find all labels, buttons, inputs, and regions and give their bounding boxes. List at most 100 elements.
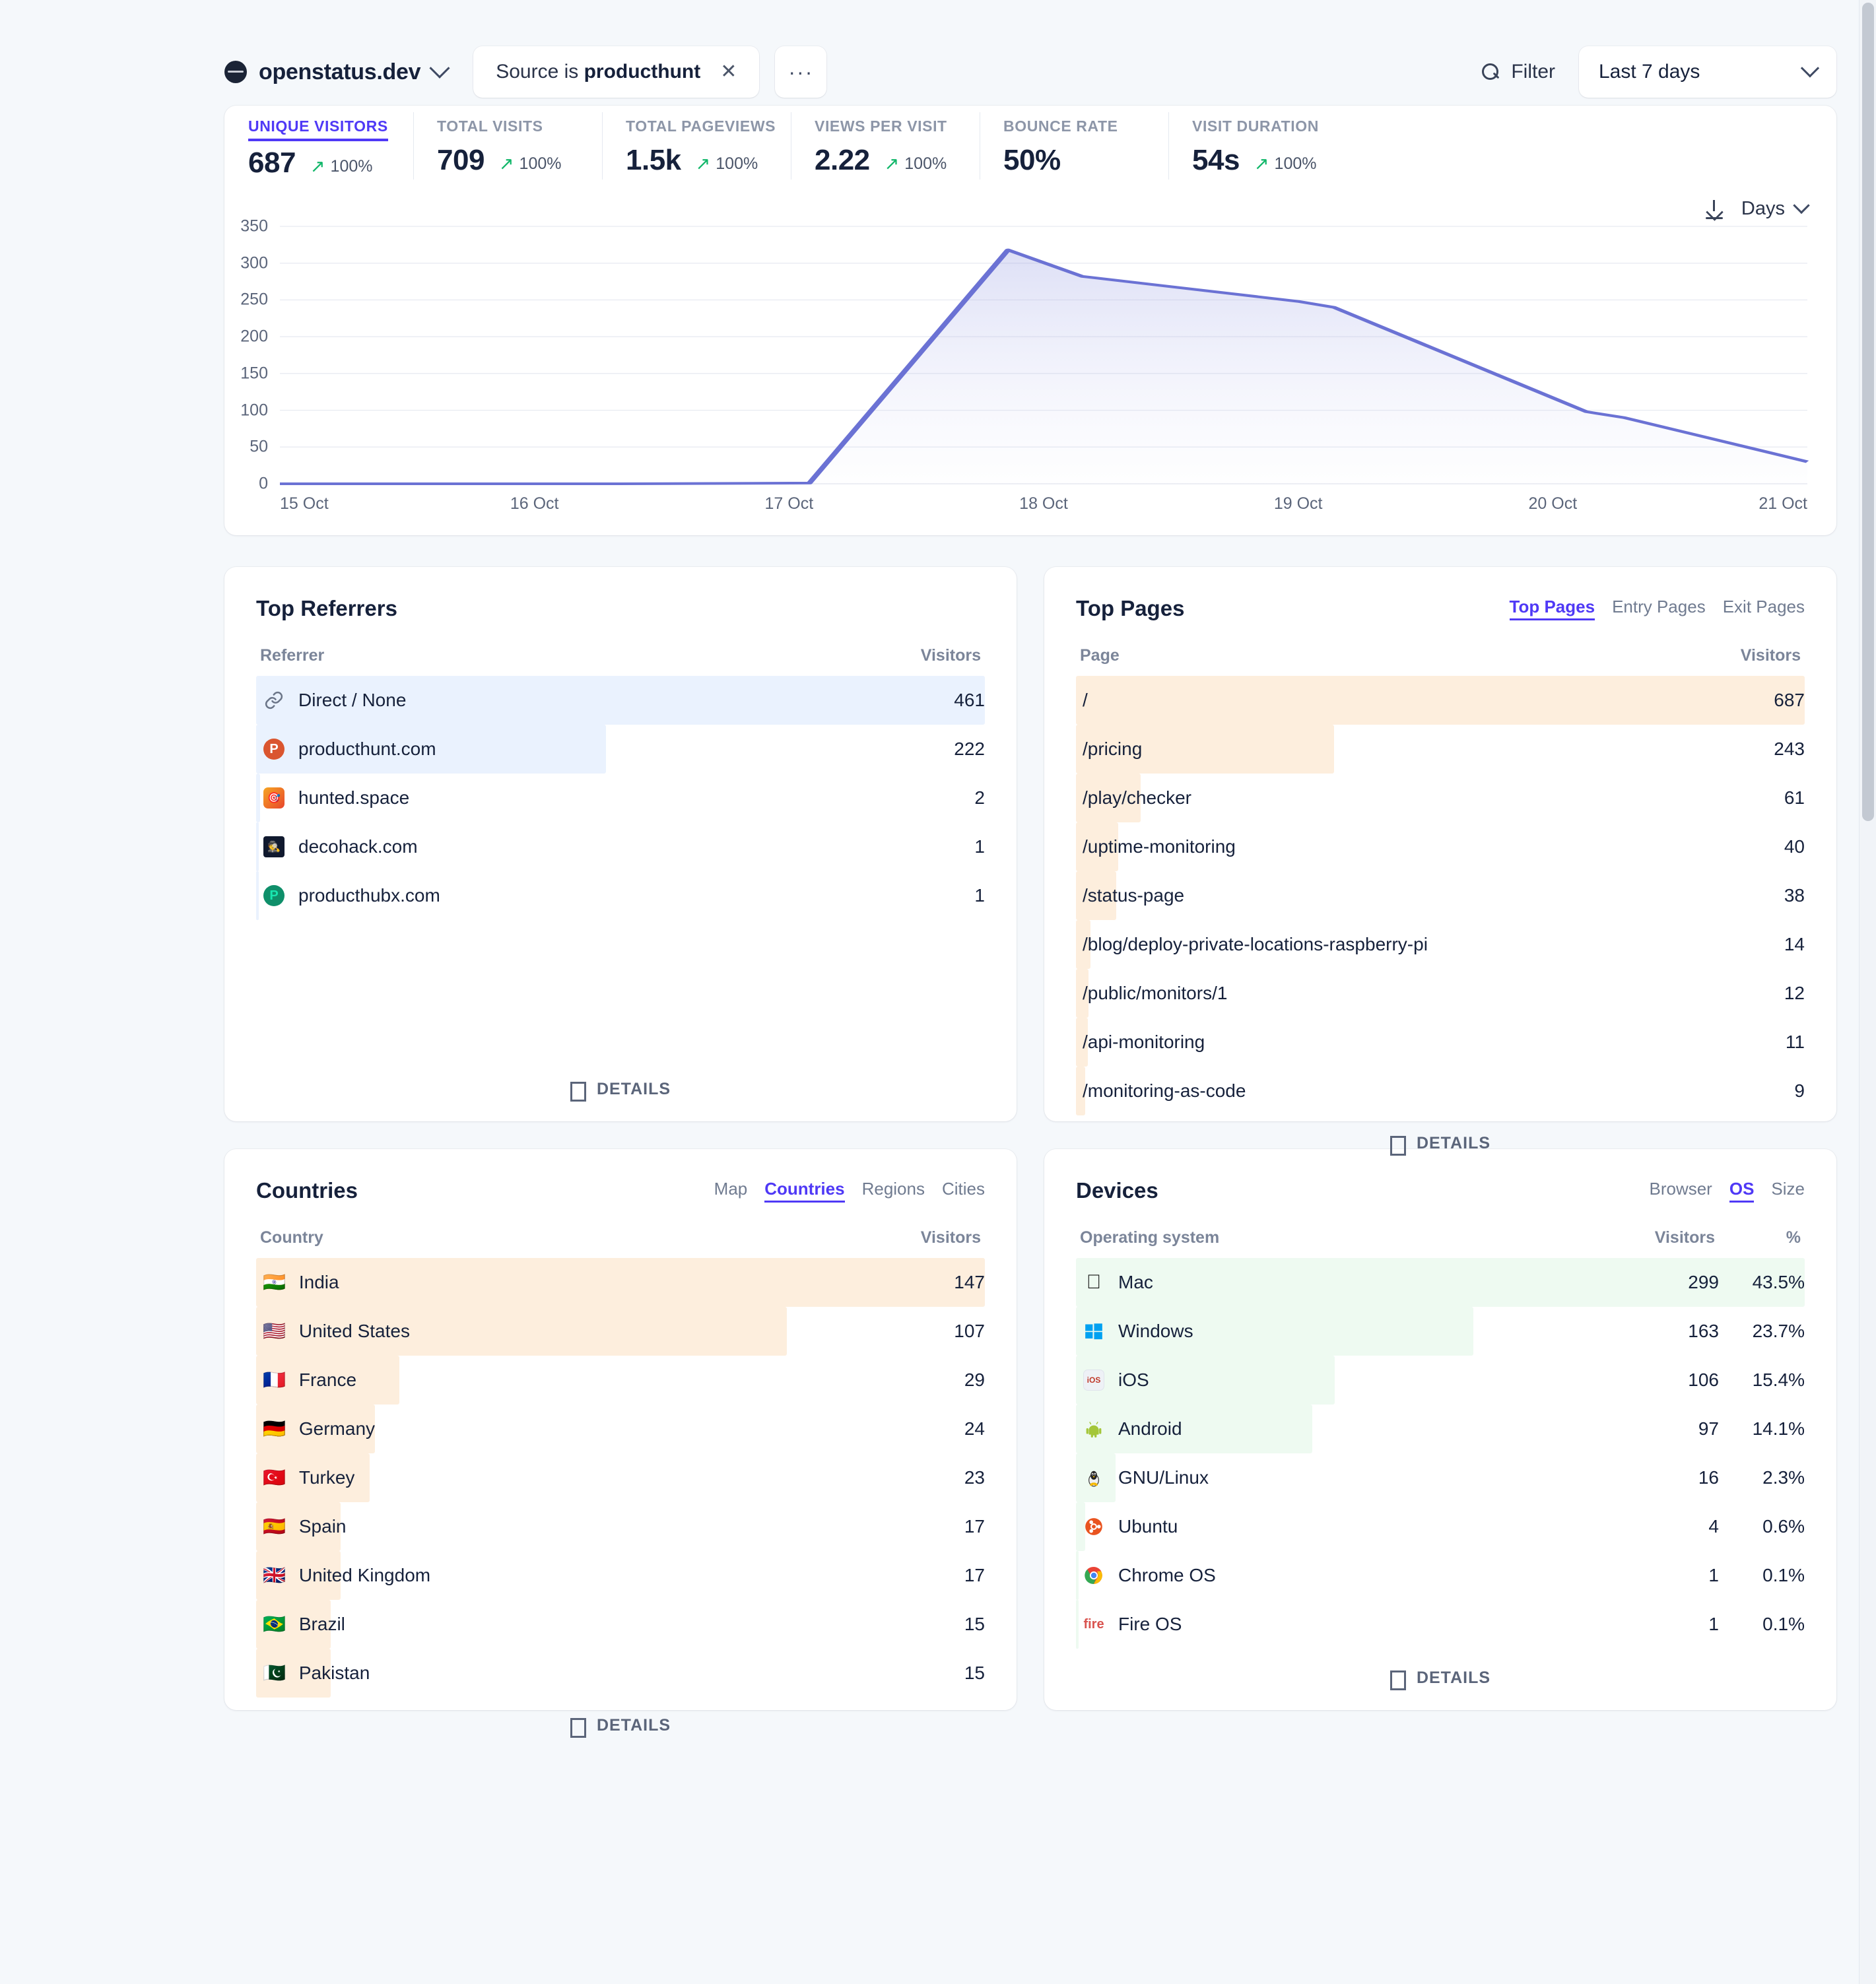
table-row[interactable]: 🇫🇷 France 29	[256, 1356, 985, 1405]
date-range-select[interactable]: Last 7 days	[1579, 46, 1836, 98]
row-name: Turkey	[298, 1467, 355, 1488]
tab-countries-cities[interactable]: Cities	[941, 1179, 985, 1199]
table-row[interactable]: Chrome OS 1 0.1%	[1076, 1551, 1805, 1600]
table-row[interactable]: / 687	[1076, 676, 1805, 725]
close-icon[interactable]: ✕	[720, 61, 737, 83]
tab-devices-os[interactable]: OS	[1729, 1179, 1755, 1203]
details-button[interactable]: DETAILS	[256, 1698, 985, 1758]
row-name: Brazil	[298, 1614, 345, 1634]
table-row[interactable]: 🇺🇸 United States 107	[256, 1307, 985, 1356]
y-tick-label: 50	[250, 437, 268, 456]
table-row[interactable]: /pricing 243	[1076, 725, 1805, 774]
table-row[interactable]: 🇹🇷 Turkey 23	[256, 1453, 985, 1502]
flag-icon: 🇫🇷	[263, 1370, 286, 1390]
row-label: Direct / None	[256, 689, 906, 711]
tab-countries-countries[interactable]: Countries	[764, 1179, 845, 1203]
table-row[interactable]: Windows 163 23.7%	[1076, 1307, 1805, 1356]
column-header-visitors: Visitors	[1740, 646, 1801, 665]
producthunt-icon: P	[263, 738, 285, 760]
tab-countries-map[interactable]: Map	[714, 1179, 748, 1199]
kpi-bounce-rate[interactable]: BOUNCE RATE 50%	[980, 106, 1168, 186]
column-header-os: Operating system	[1080, 1228, 1220, 1247]
table-row[interactable]: 🕵 decohack.com 1	[256, 822, 985, 871]
expand-icon	[1390, 1135, 1406, 1156]
table-row[interactable]: 🇧🇷 Brazil 15	[256, 1600, 985, 1649]
row-percent: 0.6%	[1762, 1516, 1805, 1537]
table-row[interactable]: iOS iOS 106 15.4%	[1076, 1356, 1805, 1405]
row-visitors: 23	[964, 1467, 985, 1488]
table-row[interactable]: 🇵🇰 Pakistan 15	[256, 1649, 985, 1698]
table-row[interactable]: /public/monitors/1 12	[1076, 969, 1805, 1018]
row-percent: 2.3%	[1762, 1467, 1805, 1488]
details-button[interactable]: DETAILS	[256, 1061, 985, 1121]
download-icon[interactable]	[1704, 199, 1724, 219]
row-percent: 15.4%	[1752, 1370, 1805, 1390]
active-filter-chip[interactable]: Source is producthunt ✕	[473, 46, 760, 98]
row-name: producthunt.com	[298, 739, 436, 759]
kpi-total-visits[interactable]: TOTAL VISITS 709 ↗ 100%	[413, 106, 602, 186]
site-selector[interactable]: openstatus.dev	[224, 57, 450, 85]
table-row[interactable]: 🎯 hunted.space 2	[256, 774, 985, 822]
row-name: /blog/deploy-private-locations-raspberry…	[1083, 934, 1428, 954]
kpi-views-per-visit[interactable]: VIEWS PER VISIT 2.22 ↗ 100%	[791, 106, 980, 186]
kpi-value: 1.5k	[626, 144, 681, 176]
table-row[interactable]:  Mac 299 43.5%	[1076, 1258, 1805, 1307]
tab-countries-regions[interactable]: Regions	[861, 1179, 925, 1199]
tab-pages-top-pages[interactable]: Top Pages	[1509, 597, 1595, 620]
tab-pages-exit-pages[interactable]: Exit Pages	[1722, 597, 1805, 616]
table-row[interactable]: Android 97 14.1%	[1076, 1405, 1805, 1453]
row-label: 🇫🇷 France	[256, 1370, 906, 1391]
row-name: /api-monitoring	[1083, 1032, 1205, 1052]
tab-devices-size[interactable]: Size	[1771, 1179, 1805, 1199]
x-tick-label: 18 Oct	[1019, 494, 1068, 513]
row-label: 🇺🇸 United States	[256, 1321, 906, 1342]
row-visitors: 40	[1784, 836, 1805, 857]
table-row[interactable]: GNU/Linux 16 2.3%	[1076, 1453, 1805, 1502]
table-row[interactable]: 🇬🇧 United Kingdom 17	[256, 1551, 985, 1600]
row-visitors: 9	[1794, 1080, 1805, 1101]
table-row[interactable]: /status-page 38	[1076, 871, 1805, 920]
row-name: Chrome OS	[1118, 1565, 1216, 1585]
table-row[interactable]: /blog/deploy-private-locations-raspberry…	[1076, 920, 1805, 969]
table-row[interactable]: /play/checker 61	[1076, 774, 1805, 822]
kpi-unique-visitors[interactable]: UNIQUE VISITORS 687 ↗ 100%	[248, 117, 388, 179]
row-name: /status-page	[1083, 885, 1185, 906]
flag-icon: 🇩🇪	[263, 1418, 286, 1439]
ubuntu-icon	[1083, 1515, 1105, 1538]
table-row[interactable]: 🇪🇸 Spain 17	[256, 1502, 985, 1551]
page-scrollbar[interactable]	[1859, 0, 1876, 1984]
row-percent: 0.1%	[1762, 1565, 1805, 1585]
row-visitors: 1	[974, 885, 985, 906]
table-row[interactable]: fire Fire OS 1 0.1%	[1076, 1600, 1805, 1649]
filter-button[interactable]: Filter	[1482, 61, 1555, 83]
trend-up-icon: ↗	[1254, 154, 1269, 174]
scrollbar-thumb[interactable]	[1862, 3, 1874, 821]
flag-icon: 🇪🇸	[263, 1516, 286, 1537]
y-tick-label: 150	[240, 364, 268, 383]
row-label: /monitoring-as-code	[1076, 1080, 1725, 1102]
row-visitors: 243	[1774, 739, 1805, 759]
row-bar	[1076, 822, 1119, 871]
kpi-delta: ↗ 100%	[884, 154, 947, 174]
interval-select[interactable]: Days	[1741, 197, 1810, 220]
table-row[interactable]: /api-monitoring 11	[1076, 1018, 1805, 1067]
details-button[interactable]: DETAILS	[1076, 1650, 1805, 1710]
table-row[interactable]: Direct / None 461	[256, 676, 985, 725]
table-row[interactable]: Ubuntu 4 0.6%	[1076, 1502, 1805, 1551]
kpi-visit-duration[interactable]: VISIT DURATION 54s ↗ 100%	[1168, 106, 1357, 186]
table-row[interactable]: 🇮🇳 India 147	[256, 1258, 985, 1307]
tab-pages-entry-pages[interactable]: Entry Pages	[1612, 597, 1706, 616]
x-tick-label: 20 Oct	[1528, 494, 1578, 513]
flag-icon: 🇺🇸	[263, 1321, 286, 1341]
more-filters-button[interactable]: ···	[775, 46, 827, 98]
table-row[interactable]: 🇩🇪 Germany 24	[256, 1405, 985, 1453]
table-row[interactable]: /uptime-monitoring 40	[1076, 822, 1805, 871]
kpi-total-pageviews[interactable]: TOTAL PAGEVIEWS 1.5k ↗ 100%	[602, 106, 791, 186]
x-tick-label: 15 Oct	[280, 494, 329, 513]
row-label: GNU/Linux	[1076, 1467, 1640, 1489]
table-row[interactable]: /monitoring-as-code 9	[1076, 1067, 1805, 1115]
tab-devices-browser[interactable]: Browser	[1649, 1179, 1712, 1199]
kpi-delta: ↗ 100%	[310, 156, 373, 176]
